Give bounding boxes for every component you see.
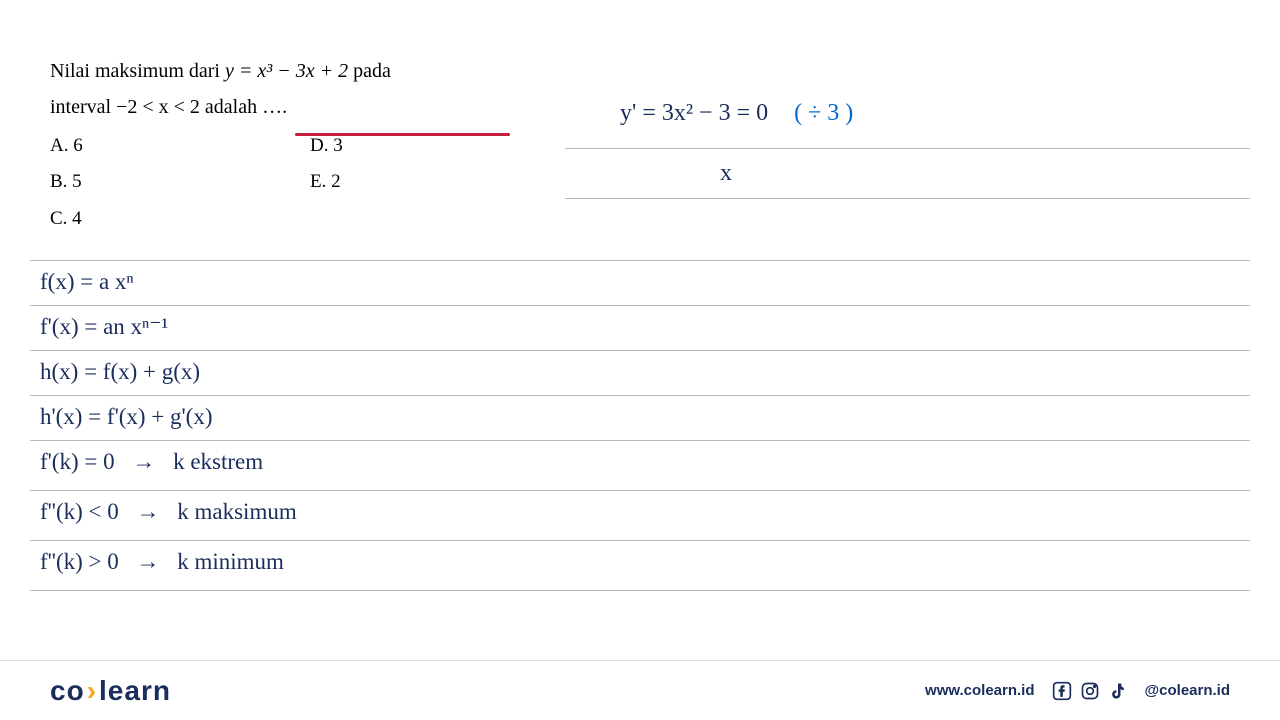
arrow-icon: →: [137, 548, 160, 576]
note-7-right: k minimum: [177, 549, 284, 574]
note-1: f(x) = a xⁿ: [40, 268, 134, 296]
ruled-line: [30, 440, 1250, 441]
note-5-right: k ekstrem: [173, 449, 263, 474]
note-6-right: k maksimum: [177, 499, 296, 524]
note-4: h'(x) = f'(x) + g'(x): [40, 403, 213, 431]
option-e: E. 2: [310, 167, 550, 197]
options-grid: A. 6 D. 3 B. 5 E. 2 C. 4: [50, 131, 550, 234]
logo-co: co: [50, 675, 85, 706]
work-line2: x: [720, 160, 732, 187]
tiktok-icon[interactable]: [1107, 680, 1129, 702]
social-handle: @colearn.id: [1145, 682, 1230, 699]
problem-suffix: pada: [348, 60, 391, 82]
instagram-icon[interactable]: [1079, 680, 1101, 702]
option-b: B. 5: [50, 167, 290, 197]
ruled-line: [30, 395, 1250, 396]
option-a: A. 6: [50, 131, 290, 161]
logo-learn: learn: [99, 675, 171, 706]
arrow-icon: →: [132, 448, 155, 476]
note-3: h(x) = f(x) + g(x): [40, 358, 200, 386]
note-2: f'(x) = an xⁿ⁻¹: [40, 313, 168, 341]
problem-line2: interval −2 < x < 2 adalah ….: [50, 91, 550, 123]
content-area: Nilai maksimum dari y = x³ − 3x + 2 pada…: [0, 0, 1280, 660]
footer: co›learn www.colearn.id @colearn.id: [0, 660, 1280, 720]
note-6: f''(k) < 0 → k maksimum: [40, 498, 297, 526]
derivative-line1: y' = 3x² − 3 = 0 ( ÷ 3 ): [620, 100, 853, 127]
note-6-left: f''(k) < 0: [40, 499, 119, 524]
note-7: f''(k) > 0 → k minimum: [40, 548, 284, 576]
problem-equation: y = x³ − 3x + 2: [225, 60, 348, 82]
ruled-line: [30, 590, 1250, 591]
ruled-line: [30, 260, 1250, 261]
problem-section: Nilai maksimum dari y = x³ − 3x + 2 pada…: [50, 55, 550, 234]
derivative-eq: y' = 3x² − 3 = 0: [620, 100, 768, 126]
ruled-line: [30, 305, 1250, 306]
problem-line1: Nilai maksimum dari y = x³ − 3x + 2 pada: [50, 55, 550, 87]
ruled-line: [565, 198, 1250, 199]
arrow-icon: →: [137, 498, 160, 526]
ruled-line: [565, 148, 1250, 149]
footer-right: www.colearn.id @colearn.id: [925, 680, 1230, 702]
ruled-line: [30, 490, 1250, 491]
website-url: www.colearn.id: [925, 682, 1034, 699]
facebook-icon[interactable]: [1051, 680, 1073, 702]
logo: co›learn: [50, 675, 171, 707]
work-derivative: y' = 3x² − 3 = 0 ( ÷ 3 ): [620, 100, 853, 135]
social-icons: [1051, 680, 1129, 702]
note-5-left: f'(k) = 0: [40, 449, 115, 474]
note-7-left: f''(k) > 0: [40, 549, 119, 574]
logo-dot-icon: ›: [87, 675, 97, 706]
equation-underline: [295, 133, 510, 136]
divide-note: ( ÷ 3 ): [794, 100, 853, 126]
ruled-line: [30, 540, 1250, 541]
problem-prefix: Nilai maksimum dari: [50, 60, 225, 82]
option-c: C. 4: [50, 204, 290, 234]
note-5: f'(k) = 0 → k ekstrem: [40, 448, 263, 476]
ruled-line: [30, 350, 1250, 351]
